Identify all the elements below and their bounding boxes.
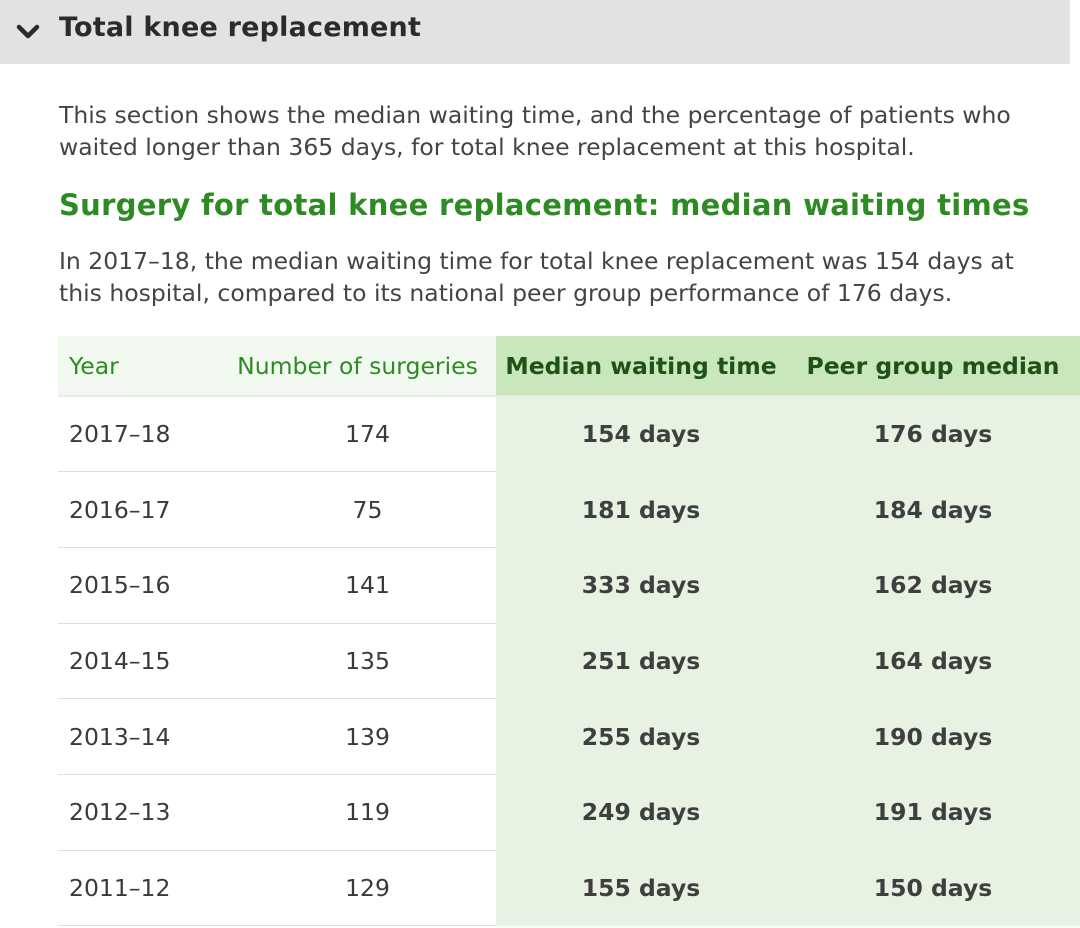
median-waiting-cell: 249 days bbox=[496, 774, 786, 851]
median-waiting-cell: 255 days bbox=[496, 698, 786, 775]
year-cell: 2015–16 bbox=[58, 547, 219, 624]
peer-median-cell: 150 days bbox=[786, 850, 1080, 927]
table-row: 2014–15 135 251 days 164 days bbox=[58, 623, 1080, 700]
table-row: 2013–14 139 255 days 190 days bbox=[58, 698, 1080, 775]
table-row: 2016–17 75 181 days 184 days bbox=[58, 471, 1080, 548]
year-cell: 2016–17 bbox=[58, 471, 219, 548]
year-cell: 2017–18 bbox=[58, 396, 219, 473]
table-row: 2015–16 141 333 days 162 days bbox=[58, 547, 1080, 624]
median-waiting-cell: 155 days bbox=[496, 850, 786, 927]
accordion-title[interactable]: Total knee replacement bbox=[59, 12, 422, 43]
table-header-row: Year Number of surgeries Median waiting … bbox=[58, 336, 1080, 397]
surgeries-cell: 75 bbox=[219, 471, 496, 548]
table-row: 2011–12 129 155 days 150 days bbox=[58, 850, 1080, 927]
surgeries-cell: 119 bbox=[219, 774, 496, 851]
column-header-year: Year bbox=[58, 336, 219, 397]
peer-median-cell: 190 days bbox=[786, 698, 1080, 775]
year-cell: 2013–14 bbox=[58, 698, 219, 775]
column-header-median: Median waiting time bbox=[496, 336, 786, 397]
surgeries-cell: 141 bbox=[219, 547, 496, 624]
median-waiting-cell: 333 days bbox=[496, 547, 786, 624]
table-row: 2017–18 174 154 days 176 days bbox=[58, 396, 1080, 473]
column-header-peer: Peer group median bbox=[786, 336, 1080, 397]
surgeries-cell: 135 bbox=[219, 623, 496, 700]
peer-median-cell: 176 days bbox=[786, 396, 1080, 473]
median-waiting-cell: 181 days bbox=[496, 471, 786, 548]
year-cell: 2012–13 bbox=[58, 774, 219, 851]
accordion-header[interactable]: Total knee replacement bbox=[0, 0, 1070, 64]
surgeries-cell: 174 bbox=[219, 396, 496, 473]
peer-median-cell: 184 days bbox=[786, 471, 1080, 548]
intro-text: This section shows the median waiting ti… bbox=[59, 101, 1011, 161]
peer-median-cell: 164 days bbox=[786, 623, 1080, 700]
surgeries-cell: 129 bbox=[219, 850, 496, 927]
waiting-times-table: Year Number of surgeries Median waiting … bbox=[58, 336, 1080, 927]
summary-text: In 2017–18, the median waiting time for … bbox=[59, 247, 1014, 307]
column-header-surgeries: Number of surgeries bbox=[219, 336, 496, 397]
section-heading: Surgery for total knee replacement: medi… bbox=[59, 188, 1030, 222]
year-cell: 2014–15 bbox=[58, 623, 219, 700]
peer-median-cell: 191 days bbox=[786, 774, 1080, 851]
chevron-down-icon[interactable] bbox=[14, 18, 42, 46]
median-waiting-cell: 154 days bbox=[496, 396, 786, 473]
table-row: 2012–13 119 249 days 191 days bbox=[58, 774, 1080, 851]
surgeries-cell: 139 bbox=[219, 698, 496, 775]
year-cell: 2011–12 bbox=[58, 850, 219, 927]
median-waiting-cell: 251 days bbox=[496, 623, 786, 700]
table-body: 2017–18 174 154 days 176 days 2016–17 75 181 d… bbox=[58, 396, 1080, 927]
peer-median-cell: 162 days bbox=[786, 547, 1080, 624]
